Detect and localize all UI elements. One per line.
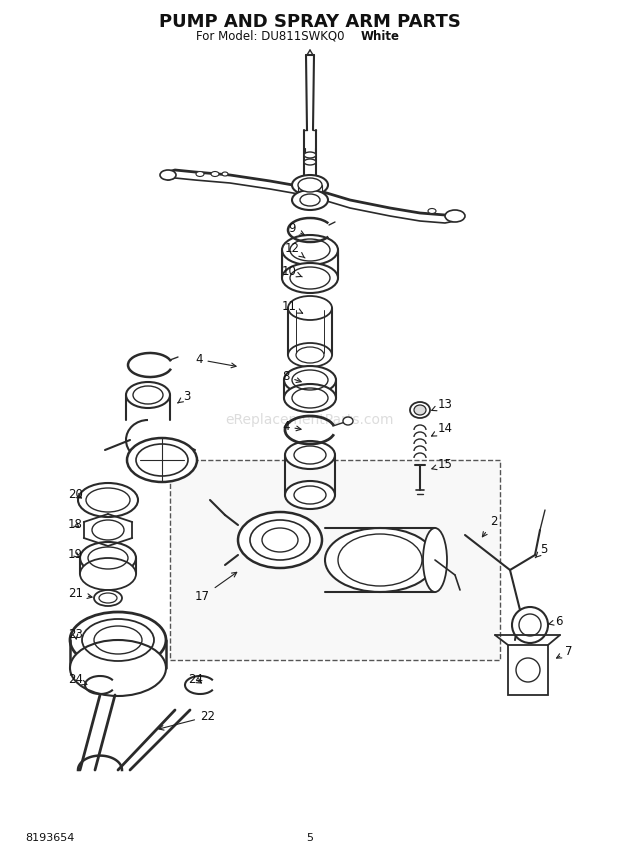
Ellipse shape [428, 209, 436, 213]
Ellipse shape [304, 159, 316, 165]
Ellipse shape [516, 658, 540, 682]
Ellipse shape [238, 512, 322, 568]
Text: 17: 17 [195, 573, 237, 603]
Ellipse shape [304, 152, 316, 158]
Ellipse shape [211, 171, 219, 176]
Text: 14: 14 [432, 422, 453, 436]
Ellipse shape [70, 612, 166, 668]
Ellipse shape [282, 235, 338, 265]
Text: eReplacementParts.com: eReplacementParts.com [226, 413, 394, 427]
Ellipse shape [512, 607, 548, 643]
Text: 7: 7 [557, 645, 572, 658]
Text: 8: 8 [282, 370, 301, 383]
Ellipse shape [343, 417, 353, 425]
Ellipse shape [80, 542, 136, 574]
Polygon shape [508, 645, 548, 695]
Text: For Model: DU811SWKQ0: For Model: DU811SWKQ0 [196, 29, 344, 43]
Ellipse shape [285, 441, 335, 469]
Text: 13: 13 [432, 398, 453, 411]
Text: White: White [360, 29, 399, 43]
Text: 15: 15 [432, 458, 453, 471]
Ellipse shape [414, 405, 426, 415]
Ellipse shape [78, 483, 138, 517]
Ellipse shape [292, 190, 328, 210]
Ellipse shape [80, 558, 136, 590]
Bar [170, 460, 500, 660]
Text: 24: 24 [188, 673, 203, 686]
Text: 3: 3 [178, 390, 190, 403]
Text: 22: 22 [159, 710, 215, 730]
Text: 23: 23 [68, 628, 83, 641]
Ellipse shape [70, 640, 166, 696]
Ellipse shape [284, 366, 336, 394]
Ellipse shape [282, 263, 338, 293]
Ellipse shape [284, 384, 336, 412]
Text: 20: 20 [68, 488, 83, 501]
Ellipse shape [288, 296, 332, 320]
Ellipse shape [298, 178, 322, 192]
Text: 12: 12 [285, 242, 305, 258]
Text: 2: 2 [482, 515, 497, 537]
Text: 19: 19 [68, 548, 83, 561]
Ellipse shape [160, 170, 176, 180]
Text: 4: 4 [282, 420, 301, 433]
Text: 10: 10 [282, 265, 302, 278]
Text: 5: 5 [535, 543, 547, 558]
Ellipse shape [410, 402, 430, 418]
Ellipse shape [127, 438, 197, 482]
Text: 24: 24 [68, 673, 87, 686]
Ellipse shape [445, 210, 465, 222]
Ellipse shape [126, 382, 170, 408]
Text: 8193654: 8193654 [25, 833, 74, 843]
Ellipse shape [423, 528, 447, 592]
Text: 21: 21 [68, 587, 92, 600]
Text: 6: 6 [549, 615, 562, 628]
Ellipse shape [325, 528, 435, 592]
Ellipse shape [288, 343, 332, 367]
Ellipse shape [94, 590, 122, 606]
Text: 11: 11 [282, 300, 303, 313]
Text: 5: 5 [306, 833, 314, 843]
Ellipse shape [222, 172, 228, 176]
Text: PUMP AND SPRAY ARM PARTS: PUMP AND SPRAY ARM PARTS [159, 13, 461, 31]
Text: 18: 18 [68, 518, 83, 531]
Ellipse shape [196, 171, 204, 176]
Ellipse shape [285, 481, 335, 509]
Ellipse shape [292, 175, 328, 195]
Text: 9: 9 [288, 222, 304, 235]
Text: 4: 4 [195, 353, 236, 368]
